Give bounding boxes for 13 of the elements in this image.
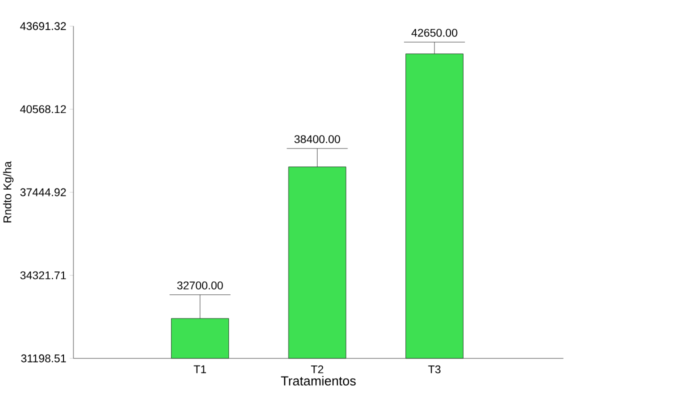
y-tick-label: 31198.51	[21, 354, 66, 362]
y-tick-label: 34321.71	[20, 271, 66, 280]
x-tick-label: T1	[194, 365, 206, 373]
x-axis-title: Tratamientos	[280, 376, 356, 386]
y-axis-title: Rndto Kg/ha	[3, 161, 14, 222]
y-tick-label: 37444.92	[20, 188, 66, 196]
y-tick-label: 40568.12	[20, 105, 66, 114]
x-tick-label: T3	[428, 365, 440, 374]
y-tick-label: 43691.32	[20, 22, 66, 30]
x-tick-label: T2	[310, 365, 324, 374]
data-label: 38400.00	[294, 135, 340, 144]
data-label: 32700.00	[177, 281, 223, 290]
data-label: 42650.00	[411, 28, 458, 37]
